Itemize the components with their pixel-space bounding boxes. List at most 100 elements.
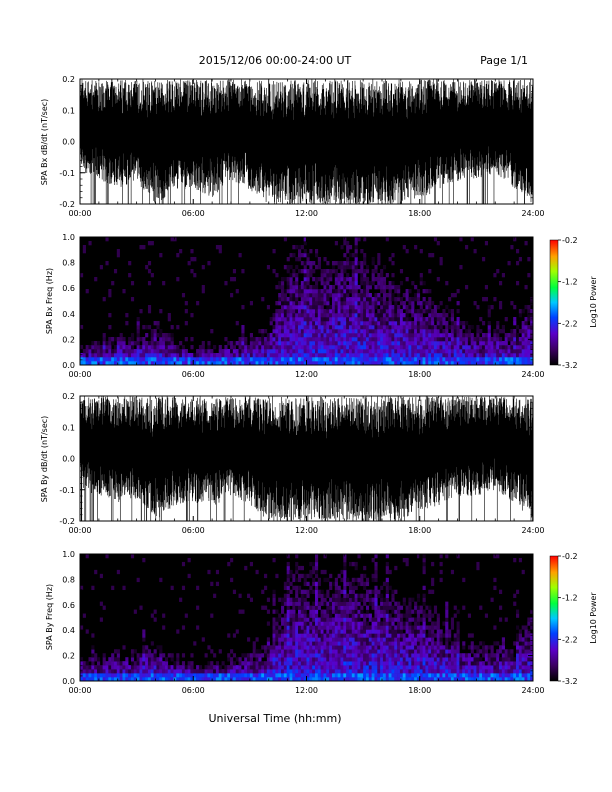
heatmap-cell: [286, 349, 290, 354]
heatmap-cell: [414, 321, 418, 326]
heatmap-cell: [397, 353, 401, 358]
heatmap-cell: [431, 633, 435, 638]
heatmap-cell: [357, 361, 361, 366]
heatmap-cell: [490, 661, 494, 666]
heatmap-cell: [397, 333, 401, 338]
heatmap-cell: [337, 261, 341, 266]
heatmap-cell: [331, 321, 336, 326]
heatmap-cell: [527, 305, 531, 310]
heatmap-cell: [487, 321, 491, 326]
heatmap-cell: [113, 349, 118, 354]
heatmap-cell: [416, 645, 421, 650]
heatmap-cell: [298, 605, 302, 610]
heatmap-cell: [524, 673, 528, 678]
heatmap-cell: [309, 261, 313, 266]
heatmap-cell: [363, 629, 367, 634]
heatmap-cell: [436, 325, 440, 330]
heatmap-cell: [431, 577, 435, 583]
heatmap-cell: [281, 361, 285, 366]
heatmap-cell: [377, 357, 381, 362]
heatmap-cell: [281, 645, 285, 650]
heatmap-cell: [380, 345, 384, 350]
heatmap-cell: [365, 269, 370, 274]
heatmap-cell: [405, 661, 409, 666]
heatmap-cell: [198, 349, 203, 354]
heatmap-cell: [425, 665, 429, 670]
heatmap-cell: [422, 649, 426, 654]
heatmap-cell: [298, 309, 302, 314]
heatmap-cell: [258, 349, 262, 354]
heatmap-cell: [213, 345, 217, 350]
heatmap-cell: [331, 313, 336, 318]
heatmap-cell: [286, 645, 290, 650]
panel-bx-spectrogram: 00:00 06:00 12:00 18:00 24:000.00.20.40.60.8…: [45, 233, 598, 379]
heatmap-cell: [190, 669, 194, 674]
heatmap-cell: [326, 621, 330, 626]
heatmap-cell: [499, 677, 503, 682]
heatmap-cell: [346, 285, 350, 290]
heatmap-cell: [102, 657, 106, 662]
heatmap-cell: [249, 677, 254, 682]
heatmap-cell: [264, 605, 268, 610]
heatmap-cell: [374, 277, 378, 282]
heatmap-cell: [298, 313, 302, 318]
heatmap-cell: [416, 297, 421, 302]
heatmap-cell: [459, 321, 463, 326]
heatmap-cell: [394, 341, 398, 346]
heatmap-cell: [179, 673, 183, 678]
heatmap-cell: [411, 305, 415, 310]
heatmap-cell: [320, 601, 324, 606]
heatmap-cell: [513, 677, 517, 682]
heatmap-cell: [411, 617, 415, 622]
heatmap-cell: [130, 341, 135, 346]
heatmap-cell: [521, 321, 525, 326]
heatmap-cell: [360, 581, 364, 587]
heatmap-cell: [190, 313, 194, 318]
heatmap-cell: [289, 641, 293, 646]
heatmap-cell: [292, 337, 296, 342]
heatmap-cell: [249, 301, 254, 306]
heatmap-cell: [252, 653, 256, 658]
heatmap-cell: [292, 609, 296, 614]
heatmap-cell: [99, 601, 103, 606]
heatmap-cell: [278, 321, 282, 326]
heatmap-cell: [337, 309, 341, 314]
heatmap-cell: [419, 249, 423, 254]
heatmap-cell: [450, 621, 455, 626]
heatmap-cell: [374, 673, 378, 678]
heatmap-cell: [388, 349, 392, 354]
heatmap-cell: [247, 361, 251, 366]
x-tick-label: 06:00: [182, 686, 205, 695]
heatmap-cell: [235, 669, 239, 674]
heatmap-cell: [167, 349, 171, 354]
heatmap-cell: [320, 289, 324, 294]
heatmap-cell: [351, 677, 355, 682]
heatmap-cell: [428, 361, 432, 366]
heatmap-cell: [388, 257, 392, 262]
heatmap-cell: [343, 613, 347, 618]
heatmap-cell: [295, 569, 299, 575]
heatmap-cell: [176, 353, 180, 358]
heatmap-cell: [303, 601, 307, 606]
heatmap-cell: [524, 661, 528, 666]
heatmap-cell: [343, 573, 347, 579]
heatmap-cell: [329, 321, 333, 326]
heatmap-cell: [139, 605, 143, 610]
heatmap-cell: [439, 637, 443, 642]
heatmap-cell: [167, 361, 171, 366]
heatmap-cell: [317, 261, 321, 266]
heatmap-cell: [513, 333, 517, 338]
heatmap-cell: [306, 293, 310, 298]
heatmap-cell: [402, 673, 406, 678]
heatmap-cell: [422, 297, 426, 302]
heatmap-cell: [363, 281, 367, 286]
heatmap-cell: [346, 593, 350, 598]
heatmap-cell: [113, 361, 118, 366]
heatmap-cell: [159, 653, 163, 658]
heatmap-cell: [184, 349, 188, 354]
heatmap-cell: [326, 625, 330, 630]
heatmap-cell: [521, 349, 525, 354]
heatmap-cell: [122, 337, 126, 342]
heatmap-cell: [303, 617, 307, 622]
heatmap-cell: [363, 653, 367, 658]
